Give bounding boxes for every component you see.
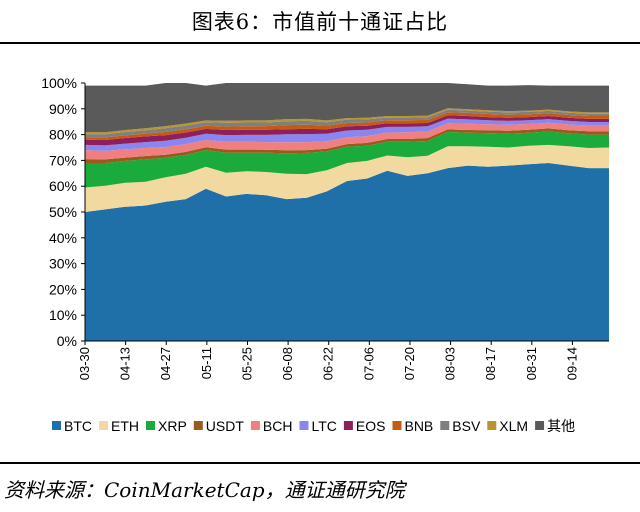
area-series-6: [85, 118, 609, 151]
legend-label-9: BSV: [452, 418, 481, 434]
legend-swatch-11: [535, 421, 545, 430]
area-series-9: [85, 109, 609, 138]
area-series-11: [85, 83, 609, 133]
stacked-area-chart: 0% 10% 20% 30% 40% 50% 60% 70% 80% 90% 100% 03-30 04…: [41, 75, 609, 434]
area-series-10: [85, 108, 609, 135]
legend-swatch-1: [52, 421, 61, 430]
x-tick-label: 07-06: [361, 347, 376, 380]
area-series-2: [85, 144, 609, 212]
x-tick-label: 04-13: [118, 347, 133, 380]
source-divider: [0, 462, 640, 464]
y-tick-label: 50%: [49, 204, 77, 220]
legend-swatch-7: [343, 421, 353, 430]
chart-title: 图表6：市值前十通证占比: [191, 10, 449, 34]
x-tick-label: 03-30: [77, 347, 92, 380]
x-tick-label: 04-27: [158, 347, 173, 380]
axes: 0% 10% 20% 30% 40% 50% 60% 70% 80% 90% 100% 03-30 04…: [41, 75, 609, 380]
y-tick-label: 30%: [49, 256, 77, 272]
y-tick-label: 10%: [49, 307, 77, 323]
legend-label-4: USDT: [206, 418, 245, 434]
x-tick-label: 05-11: [199, 347, 214, 379]
legend-label-3: XRP: [158, 418, 187, 434]
legend-label-11: 其他: [547, 418, 575, 434]
x-tick-label: 08-31: [524, 347, 539, 380]
legend-label-8: BNB: [404, 418, 433, 434]
legend-label-1: BTC: [64, 418, 92, 434]
y-tick-label: 40%: [49, 230, 77, 246]
legend-swatch-10: [487, 421, 497, 430]
y-tick-label: 80%: [49, 127, 77, 143]
legend-swatch-4: [193, 421, 203, 430]
legend-swatch-9: [440, 421, 450, 430]
legend-label-5: BCH: [263, 418, 293, 434]
x-tick-label: 07-20: [402, 347, 417, 380]
source-note: 资料来源：CoinMarketCap，通证通研究院: [4, 477, 405, 502]
x-tick-label: 08-17: [483, 347, 498, 380]
legend-label-6: LTC: [311, 418, 336, 434]
legend-label-10: XLM: [499, 418, 528, 434]
x-tick-label: 09-14: [564, 347, 579, 380]
x-tick-label: 06-22: [321, 347, 336, 380]
legend-swatch-3: [146, 421, 155, 430]
y-tick-label: 90%: [49, 101, 77, 117]
x-tick-label: 06-08: [280, 347, 295, 380]
area-series-8: [85, 112, 609, 140]
legend-label-7: EOS: [356, 418, 386, 434]
legend-swatch-6: [299, 421, 309, 430]
series-areas: [85, 83, 609, 341]
y-tick-label: 20%: [49, 281, 77, 297]
title-divider: [0, 42, 640, 44]
y-tick-label: 100%: [41, 75, 77, 91]
legend-label-2: ETH: [111, 418, 139, 434]
y-tick-label: 0%: [57, 333, 77, 349]
legend-swatch-2: [99, 421, 108, 430]
y-tick-label: 60%: [49, 178, 77, 194]
legend-swatch-8: [392, 421, 402, 430]
y-tick-label: 70%: [49, 152, 77, 168]
area-series-1: [85, 163, 609, 341]
legend: BTC ETH XRP USDT BCH LTC EOS BNB BSV XLM 其他: [52, 418, 575, 434]
area-series-3: [85, 131, 609, 188]
area-series-7: [85, 115, 609, 146]
area-series-4: [85, 128, 609, 163]
x-tick-label: 05-25: [239, 347, 254, 380]
area-series-5: [85, 122, 609, 160]
legend-swatch-5: [250, 421, 260, 430]
x-tick-label: 08-03: [443, 347, 458, 380]
